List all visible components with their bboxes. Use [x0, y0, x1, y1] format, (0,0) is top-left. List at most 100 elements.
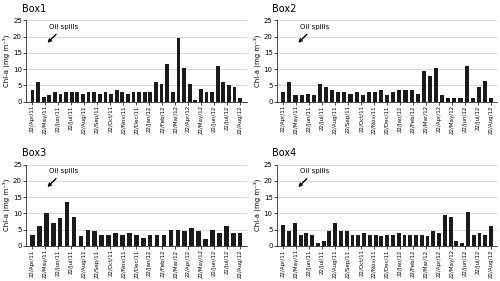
Bar: [120, 235, 125, 246]
Bar: [328, 231, 332, 246]
Bar: [154, 82, 158, 102]
Bar: [489, 226, 493, 246]
Bar: [324, 87, 328, 102]
Bar: [476, 87, 481, 102]
Bar: [298, 235, 302, 246]
Bar: [374, 235, 378, 246]
Bar: [342, 92, 346, 102]
Bar: [437, 233, 441, 246]
Bar: [171, 92, 174, 102]
Bar: [293, 223, 296, 246]
Bar: [398, 90, 402, 102]
Bar: [182, 67, 186, 102]
Bar: [454, 241, 458, 246]
Bar: [391, 92, 396, 102]
Bar: [86, 230, 90, 246]
Bar: [420, 235, 424, 246]
Bar: [182, 231, 187, 246]
Bar: [100, 235, 104, 246]
Bar: [132, 92, 136, 102]
Bar: [300, 95, 304, 102]
Bar: [48, 95, 51, 102]
Bar: [115, 90, 118, 102]
Bar: [402, 235, 406, 246]
Bar: [446, 98, 450, 102]
Bar: [104, 92, 108, 102]
Bar: [168, 230, 173, 246]
Bar: [155, 235, 160, 246]
Bar: [478, 233, 482, 246]
Bar: [440, 95, 444, 102]
Bar: [466, 212, 470, 246]
Bar: [434, 67, 438, 102]
Bar: [137, 92, 141, 102]
Bar: [53, 92, 57, 102]
Bar: [64, 202, 70, 246]
Bar: [30, 90, 34, 102]
Bar: [162, 235, 166, 246]
Bar: [348, 94, 352, 102]
Bar: [51, 223, 56, 246]
Bar: [306, 94, 310, 102]
Bar: [385, 235, 389, 246]
Bar: [141, 238, 146, 246]
Bar: [339, 231, 343, 246]
Bar: [334, 223, 337, 246]
Bar: [227, 85, 231, 102]
Bar: [148, 235, 152, 246]
Bar: [318, 84, 322, 102]
Bar: [416, 94, 420, 102]
Bar: [426, 236, 430, 246]
Bar: [368, 235, 372, 246]
Bar: [127, 233, 132, 246]
Text: Oil spills: Oil spills: [300, 168, 330, 186]
Text: Box3: Box3: [22, 148, 46, 158]
Bar: [42, 97, 45, 102]
Bar: [188, 84, 192, 102]
Bar: [238, 98, 242, 102]
Bar: [470, 98, 474, 102]
Bar: [98, 94, 102, 102]
Bar: [380, 236, 384, 246]
Bar: [489, 98, 493, 102]
Bar: [176, 38, 180, 102]
Bar: [336, 92, 340, 102]
Bar: [224, 226, 228, 246]
Bar: [379, 90, 383, 102]
Y-axis label: Chl-a (mg m⁻³): Chl-a (mg m⁻³): [2, 35, 10, 87]
Text: Oil spills: Oil spills: [48, 168, 78, 186]
Bar: [443, 215, 447, 246]
Bar: [281, 92, 285, 102]
Bar: [287, 231, 291, 246]
Bar: [385, 95, 389, 102]
Bar: [72, 217, 76, 246]
Bar: [58, 94, 62, 102]
Bar: [362, 233, 366, 246]
Bar: [176, 230, 180, 246]
Bar: [203, 239, 208, 246]
Bar: [484, 235, 487, 246]
Bar: [367, 92, 371, 102]
Bar: [210, 230, 215, 246]
Bar: [217, 233, 222, 246]
Bar: [460, 243, 464, 246]
Bar: [464, 66, 468, 102]
Text: Box4: Box4: [272, 148, 296, 158]
Bar: [92, 231, 97, 246]
Bar: [76, 92, 79, 102]
Bar: [316, 243, 320, 246]
Bar: [391, 235, 395, 246]
Bar: [408, 235, 412, 246]
Bar: [37, 226, 42, 246]
Bar: [322, 241, 326, 246]
Bar: [448, 217, 452, 246]
Bar: [350, 235, 354, 246]
Bar: [120, 92, 124, 102]
Bar: [310, 235, 314, 246]
Bar: [472, 235, 476, 246]
Bar: [143, 92, 146, 102]
Bar: [432, 231, 435, 246]
Bar: [58, 218, 62, 246]
Bar: [126, 94, 130, 102]
Bar: [428, 76, 432, 102]
